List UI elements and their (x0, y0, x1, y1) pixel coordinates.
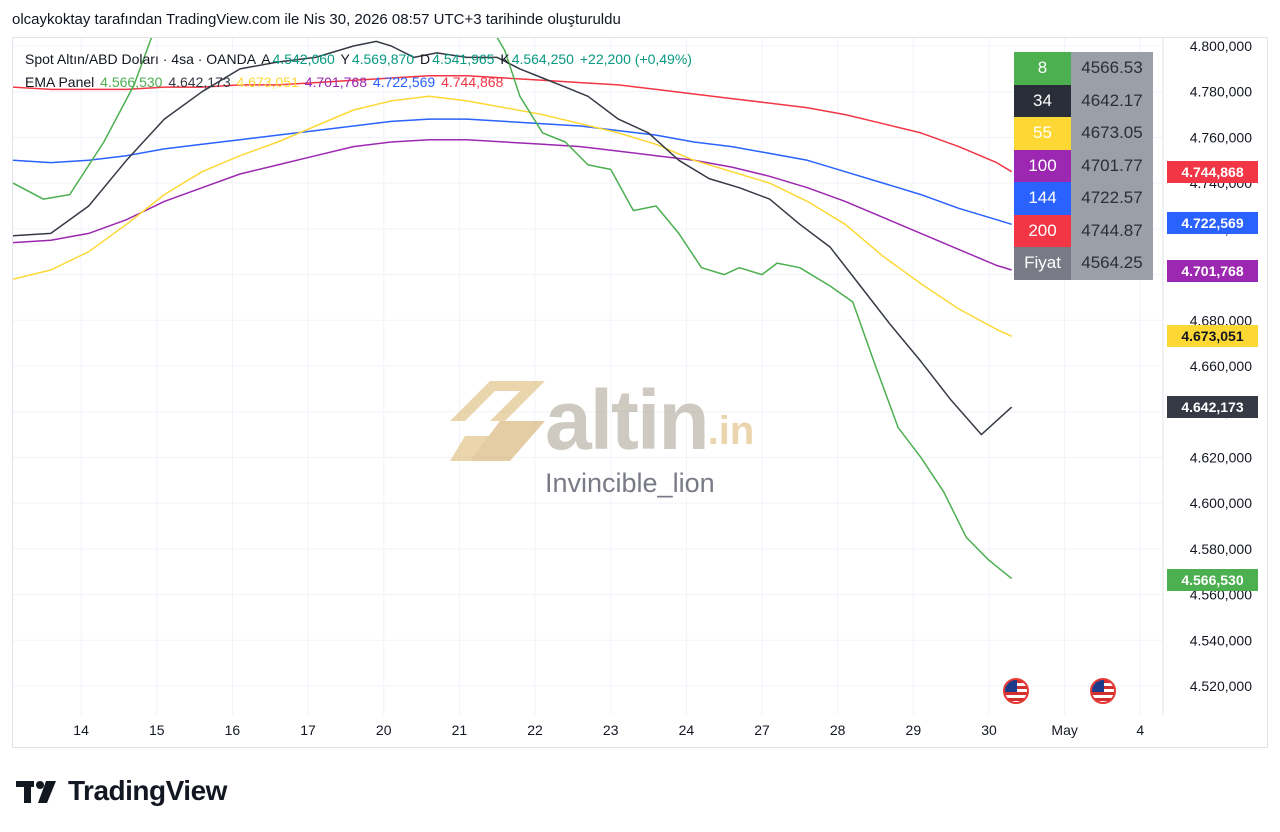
price-tag-ema8[interactable]: 4.566,530 (1167, 568, 1258, 591)
price-axis: 4.800,0004.780,0004.760,0004.740,0004.72… (1162, 38, 1252, 715)
panel-key: 34 (1014, 84, 1071, 117)
x-tick-label: 16 (225, 722, 241, 738)
x-tick-label: 20 (376, 722, 392, 738)
ema-panel-label[interactable]: EMA Panel (25, 74, 95, 90)
y-tick-label: 4.620,000 (1190, 449, 1252, 465)
panel-value: 4701.77 (1071, 149, 1153, 182)
series-line-ema-34 (13, 40, 1013, 436)
panel-row-ema34: 34 4642.17 (1014, 84, 1153, 117)
panel-row-ema55: 55 4673.05 (1014, 117, 1153, 150)
panel-key: 200 (1014, 214, 1071, 247)
x-tick-label: 29 (906, 722, 922, 738)
panel-value: 4564.25 (1071, 247, 1153, 280)
watermark-suffix: .in (707, 409, 755, 453)
x-tick-label: 23 (603, 722, 619, 738)
price-tag-ema200[interactable]: 4.744,868 (1167, 161, 1258, 184)
ema-34-value: 4.642,173 (168, 74, 231, 90)
price-tag-ema55[interactable]: 4.673,051 (1167, 325, 1258, 348)
y-tick-label: 4.760,000 (1190, 129, 1252, 145)
x-tick-label: 24 (679, 722, 695, 738)
close-label: K (500, 51, 510, 67)
us-flag-event-icon[interactable] (1090, 678, 1116, 704)
price-tag-ema100[interactable]: 4.701,768 (1167, 259, 1258, 282)
open-value: 4.542,060 (272, 51, 335, 67)
panel-value: 4744.87 (1071, 214, 1153, 247)
price-tag-ema144[interactable]: 4.722,569 (1167, 211, 1258, 234)
low-value: 4.541,965 (432, 51, 495, 67)
panel-key: Fiyat (1014, 247, 1071, 280)
panel-key: 100 (1014, 149, 1071, 182)
ema-legend: EMA Panel 4.566,530 4.642,173 4.673,051 … (25, 74, 505, 90)
y-tick-label: 4.600,000 (1190, 495, 1252, 511)
series-line-ema-144 (13, 118, 1012, 226)
chart-caption: olcaykoktay tarafından TradingView.com i… (12, 11, 621, 28)
panel-value: 4566.53 (1071, 52, 1153, 85)
series-line-ema-100 (13, 138, 1012, 271)
x-tick-label: 22 (527, 722, 543, 738)
ema-200-value: 4.744,868 (441, 74, 504, 90)
series-line-ema-8 (13, 38, 1013, 580)
panel-value: 4642.17 (1071, 84, 1153, 117)
panel-value: 4673.05 (1071, 117, 1153, 150)
series-line-ema-200 (13, 74, 1013, 173)
panel-value: 4722.57 (1071, 182, 1153, 215)
symbol-name[interactable]: Spot Altın/ABD Doları · 4sa · OANDA (25, 51, 257, 67)
panel-row-ema8: 8 4566.53 (1014, 52, 1153, 85)
y-tick-label: 4.800,000 (1190, 38, 1252, 54)
x-tick-label: 15 (149, 722, 165, 738)
high-label: Y (340, 51, 350, 67)
price-tag-ema34[interactable]: 4.642,173 (1167, 395, 1258, 418)
change-value: +22,200 (+0,49%) (579, 51, 692, 67)
ema-series-layer (13, 38, 1013, 580)
symbol-legend: Spot Altın/ABD Doları · 4sa · OANDA A 4.5… (25, 51, 694, 67)
altin-logo-icon (450, 380, 545, 461)
panel-row-ema100: 100 4701.77 (1014, 149, 1153, 182)
x-tick-label: 28 (830, 722, 846, 738)
y-tick-label: 4.520,000 (1190, 678, 1252, 694)
time-axis: 14 15 16 17 20 21 22 23 24 27 28 29 30 May 4 (73, 722, 1144, 738)
y-tick-label: 4.780,000 (1190, 84, 1252, 100)
ema-100-value: 4.701,768 (304, 74, 368, 90)
panel-row-price: Fiyat 4564.25 (1014, 247, 1153, 280)
panel-row-ema144: 144 4722.57 (1014, 182, 1153, 215)
x-tick-label: 30 (981, 722, 997, 738)
x-tick-label: 4 (1136, 722, 1144, 738)
y-tick-label: 4.660,000 (1190, 358, 1252, 374)
y-tick-label: 4.680,000 (1190, 312, 1252, 328)
x-tick-label: 17 (300, 722, 316, 738)
y-tick-label: 4.540,000 (1190, 632, 1252, 648)
us-flag-event-icon[interactable] (1003, 678, 1029, 704)
chart-grid (13, 38, 1163, 715)
watermark-brand: altin (545, 373, 710, 467)
tradingview-logo-icon (16, 781, 56, 803)
x-tick-label: 14 (73, 722, 89, 738)
panel-row-ema200: 200 4744.87 (1014, 214, 1153, 247)
panel-key: 8 (1014, 52, 1071, 85)
brand-name: TradingView (68, 775, 227, 806)
ema-144-value: 4.722,569 (372, 74, 436, 90)
ema-panel-table: 8 4566.53 34 4642.17 55 4673.05 100 4701… (1014, 52, 1153, 280)
open-label: A (261, 51, 271, 67)
high-value: 4.569,870 (351, 51, 415, 67)
chart-frame[interactable] (12, 37, 1268, 748)
x-tick-label: 21 (452, 722, 468, 738)
close-value: 4.564,250 (511, 51, 574, 67)
series-line-ema-55 (13, 95, 1013, 337)
panel-key: 55 (1014, 117, 1071, 150)
altin-watermark: altin .in (450, 372, 754, 469)
x-tick-label: 27 (754, 722, 770, 738)
tradingview-logo[interactable]: TradingView (16, 775, 227, 807)
watermark-username: Invincible_lion (545, 468, 715, 498)
low-label: D (420, 51, 431, 67)
x-tick-label: May (1051, 722, 1077, 738)
ema-55-value: 4.673,051 (236, 74, 299, 90)
y-tick-label: 4.580,000 (1190, 541, 1252, 557)
panel-key: 144 (1014, 182, 1071, 215)
ema-8-value: 4.566,530 (100, 74, 163, 90)
